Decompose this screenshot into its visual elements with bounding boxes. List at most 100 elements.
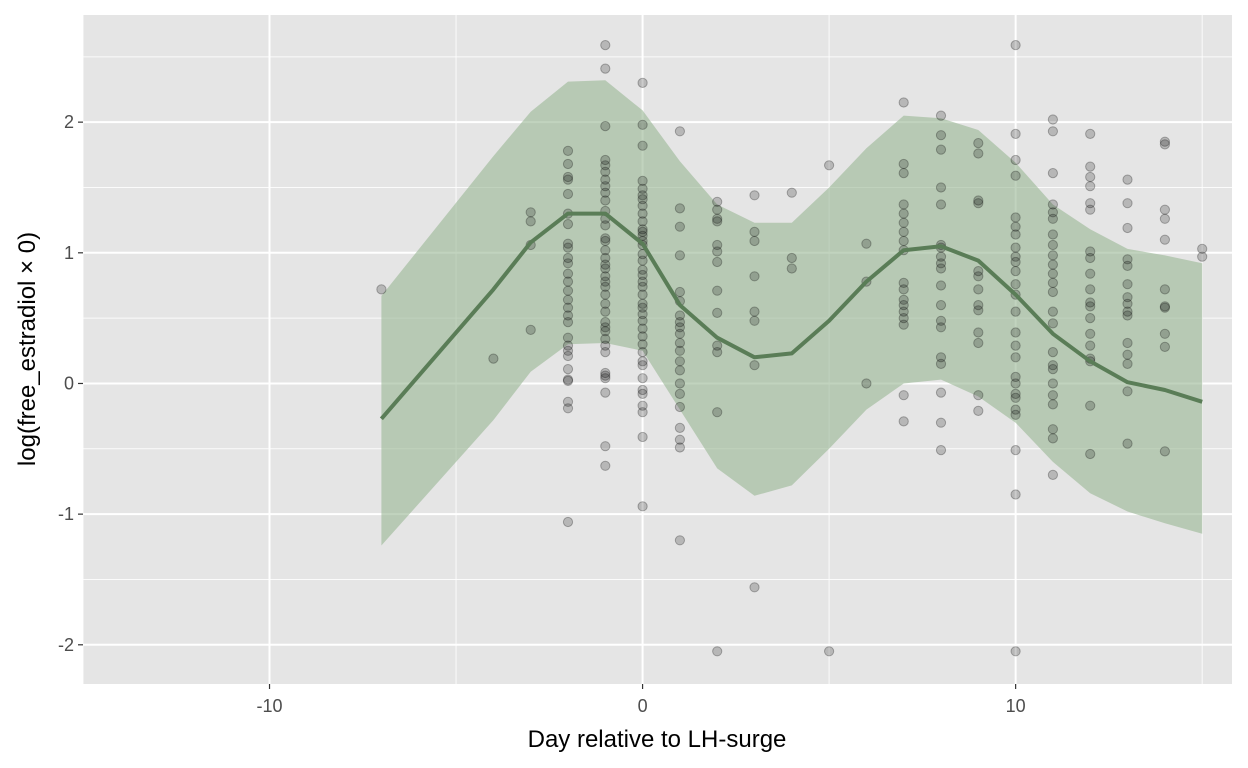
data-point — [898, 300, 909, 311]
data-point — [600, 373, 611, 384]
data-point — [1047, 114, 1059, 125]
data-point — [935, 322, 947, 333]
data-point — [935, 199, 947, 210]
data-point — [935, 263, 947, 274]
data-point — [1047, 347, 1059, 358]
data-point — [749, 360, 760, 371]
data-point — [935, 300, 947, 311]
data-point — [1122, 174, 1133, 185]
data-point — [674, 317, 686, 328]
data-point — [1010, 409, 1021, 420]
data-point — [1010, 388, 1021, 399]
data-point — [749, 190, 760, 201]
data-point — [674, 337, 686, 349]
data-point — [674, 356, 686, 367]
y-axis-title: log(free_estradiol × 0) — [14, 232, 41, 466]
data-point — [562, 516, 574, 528]
data-point — [1010, 340, 1021, 351]
data-point — [562, 364, 574, 375]
data-point — [898, 97, 909, 108]
data-point — [1085, 400, 1096, 411]
y-tick-label: -2 — [58, 635, 74, 655]
data-point — [898, 277, 909, 288]
data-point — [600, 460, 611, 471]
data-point — [637, 356, 648, 367]
data-point — [1159, 301, 1171, 312]
data-point — [600, 187, 611, 198]
data-point — [637, 224, 648, 235]
data-point — [637, 208, 648, 219]
data-point — [562, 285, 574, 296]
data-point — [749, 235, 760, 247]
data-point — [898, 217, 909, 228]
data-point — [637, 298, 648, 309]
data-point — [637, 255, 648, 266]
data-point — [600, 333, 611, 345]
data-point — [973, 327, 984, 338]
data-point — [562, 317, 574, 328]
x-tick-label: 0 — [638, 696, 648, 716]
data-point — [562, 332, 574, 343]
data-point — [1010, 170, 1021, 181]
data-point — [674, 378, 686, 389]
data-point — [898, 226, 909, 237]
data-point — [525, 216, 536, 227]
data-point — [712, 256, 723, 268]
data-point — [1159, 446, 1171, 457]
data-point — [1010, 154, 1021, 166]
data-point — [637, 140, 648, 151]
data-point — [600, 259, 611, 270]
data-point — [1047, 378, 1059, 389]
data-point — [1085, 328, 1096, 339]
y-axis-ticks: -2 -1 0 1 2 — [58, 112, 83, 655]
data-point — [749, 226, 760, 237]
data-point — [973, 300, 984, 311]
data-point — [1047, 306, 1059, 317]
data-point — [600, 367, 611, 379]
data-point — [1197, 243, 1208, 254]
data-point — [1085, 204, 1096, 215]
data-point — [637, 400, 648, 411]
data-point — [1047, 364, 1059, 375]
data-point — [935, 144, 947, 155]
data-point — [973, 405, 984, 416]
data-point — [898, 199, 909, 210]
data-point — [898, 284, 909, 295]
data-point — [674, 126, 686, 137]
data-point — [712, 340, 723, 351]
data-point — [935, 258, 947, 269]
data-point — [1085, 301, 1096, 312]
data-point — [1122, 222, 1133, 234]
data-point — [674, 250, 686, 261]
data-point — [376, 284, 387, 295]
data-point — [1047, 126, 1059, 137]
data-point — [935, 130, 947, 141]
data-point — [712, 213, 723, 224]
data-point — [861, 238, 872, 249]
data-point — [712, 204, 723, 215]
data-point — [600, 441, 611, 452]
data-point — [898, 390, 909, 401]
data-point — [1085, 246, 1096, 257]
data-point — [712, 646, 723, 657]
data-point — [1085, 268, 1096, 279]
data-point — [1085, 161, 1096, 172]
data-point — [1159, 302, 1171, 313]
data-point — [637, 373, 648, 384]
data-point — [973, 337, 984, 349]
data-point — [562, 374, 574, 385]
data-point — [1122, 198, 1133, 209]
data-point — [935, 352, 947, 363]
data-point — [637, 264, 648, 275]
data-point — [600, 370, 611, 381]
data-point — [562, 252, 574, 264]
data-point — [637, 194, 648, 205]
data-point — [749, 315, 760, 326]
data-point — [637, 230, 648, 241]
data-point — [712, 285, 723, 296]
data-point — [935, 182, 947, 193]
data-point — [562, 345, 574, 356]
data-point — [674, 442, 686, 453]
data-point — [488, 353, 499, 364]
data-point — [562, 158, 574, 170]
